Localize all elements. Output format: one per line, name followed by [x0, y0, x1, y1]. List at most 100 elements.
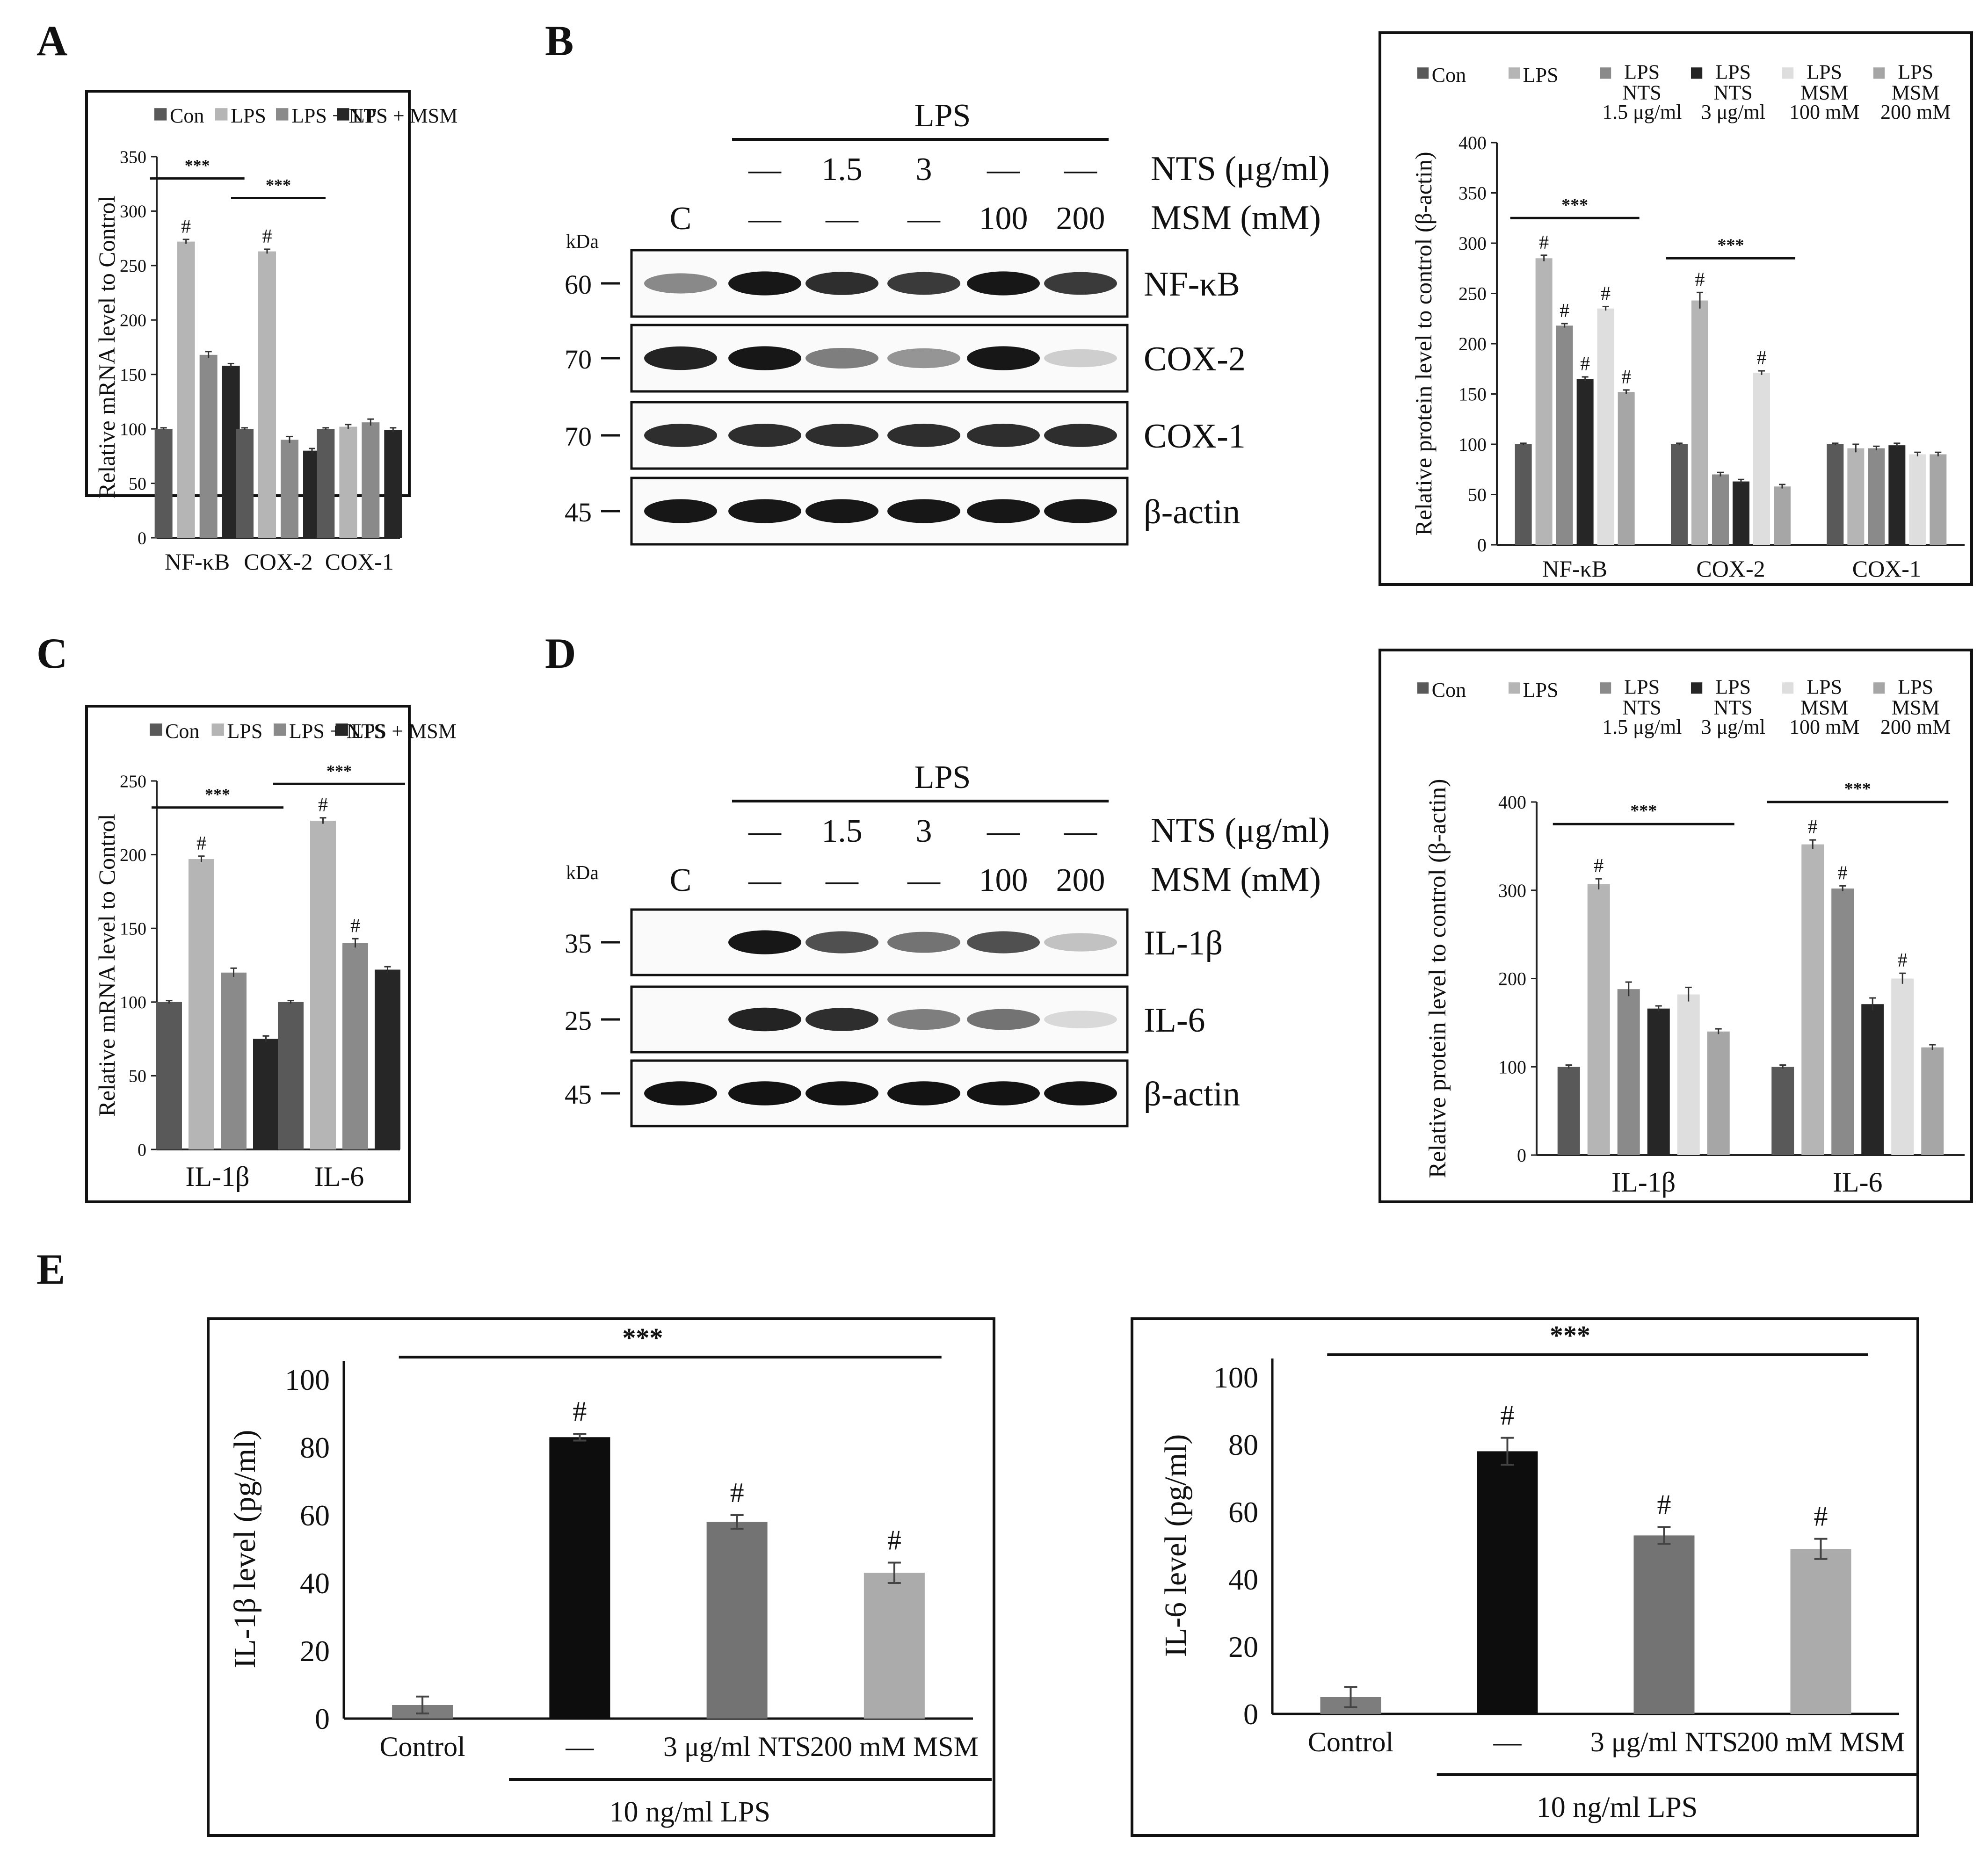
lps-header: LPS: [914, 98, 971, 134]
significance-hash: #: [1501, 1400, 1515, 1431]
legend-swatch: [274, 723, 286, 736]
protein-band: [805, 348, 878, 369]
legend-label: LPS: [1898, 60, 1933, 83]
panel-label: C: [36, 629, 67, 677]
msm-dose: —: [907, 201, 941, 237]
legend-label: 1.5 μg/ml: [1602, 101, 1682, 123]
y-tick-label: 100: [1213, 1361, 1258, 1394]
bar: [384, 430, 402, 538]
bar: [156, 1002, 182, 1149]
bar: [1617, 989, 1640, 1155]
bar: [1477, 1451, 1538, 1714]
legend-label: LPS + MSM: [352, 104, 457, 127]
legend-label: MSM: [1800, 696, 1849, 719]
protein-band: [887, 1081, 960, 1106]
protein-band: [887, 932, 960, 953]
bar: [258, 251, 276, 538]
bar: [1671, 444, 1688, 545]
bar: [1888, 445, 1906, 545]
legend-label: LPS: [231, 104, 266, 127]
msm-dose: C: [670, 201, 692, 237]
legend-label: MSM: [1892, 81, 1940, 104]
y-tick-label: 250: [120, 772, 146, 791]
bar: [1861, 1004, 1884, 1155]
nts-dose: —: [987, 152, 1020, 188]
protein-band: [967, 424, 1040, 447]
category-label: Control: [1308, 1727, 1393, 1757]
significance-stars: ***: [1844, 779, 1871, 799]
msm-dose: —: [825, 201, 859, 237]
significance-hash: #: [318, 795, 328, 816]
category-label: —: [1493, 1727, 1522, 1757]
y-tick-label: 250: [1458, 283, 1487, 304]
band-label: COX-2: [1144, 340, 1246, 378]
lps-header: LPS: [914, 759, 971, 795]
panel-frame: [1379, 31, 1973, 586]
category-label: 3 μg/ml NTS: [1590, 1727, 1738, 1757]
bar: [1515, 444, 1532, 545]
bar: [1556, 325, 1573, 545]
bar: [154, 429, 173, 538]
legend-label: 200 mM: [1880, 715, 1951, 738]
bar: [1827, 444, 1844, 545]
legend-swatch: [1691, 67, 1703, 79]
category-label: NF-κB: [165, 549, 230, 575]
significance-hash: #: [181, 216, 191, 238]
significance-hash: #: [1898, 950, 1908, 971]
protein-band: [887, 424, 960, 447]
legend-label: LPS: [1624, 60, 1660, 83]
bar: [1647, 1008, 1670, 1155]
significance-hash: #: [730, 1477, 744, 1508]
protein-band: [967, 931, 1040, 954]
significance-stars: ***: [326, 761, 352, 780]
nts-dose: 1.5: [821, 152, 863, 188]
legend-label: 1.5 μg/ml: [1602, 715, 1682, 738]
msm-dose: —: [907, 862, 941, 898]
msm-dose: —: [748, 201, 782, 237]
band-label: NF-κB: [1144, 265, 1240, 303]
bar: [375, 969, 400, 1149]
protein-band: [728, 346, 801, 370]
bar: [1707, 1031, 1730, 1155]
legend-swatch: [1417, 67, 1429, 79]
y-axis-label: Relative mRNA level to Control: [94, 814, 120, 1116]
bar: [1801, 844, 1824, 1155]
significance-stars: ***: [205, 785, 230, 804]
y-tick-label: 200: [120, 845, 146, 865]
y-tick-label: 20: [1228, 1630, 1258, 1663]
kda-marker: 70: [565, 421, 592, 452]
significance-hash: #: [196, 833, 206, 854]
panel-label: E: [36, 1245, 65, 1293]
protein-band: [1044, 1011, 1117, 1028]
nts-dose: —: [1064, 152, 1097, 188]
panel-frame: [85, 705, 411, 1203]
category-label: 3 μg/ml NTS: [663, 1731, 811, 1762]
kda-marker: 45: [565, 1079, 592, 1110]
significance-hash: #: [1580, 354, 1590, 375]
protein-band: [644, 1081, 717, 1106]
kda-label: kDa: [566, 231, 599, 253]
msm-dose: —: [825, 862, 859, 898]
significance-hash: #: [350, 915, 360, 937]
bar: [1576, 379, 1594, 545]
legend-label: LPS: [1715, 675, 1751, 698]
y-tick-label: 50: [129, 474, 146, 494]
y-tick-label: 100: [1498, 1056, 1526, 1077]
legend-label: NTS: [1623, 81, 1662, 104]
y-tick-label: 100: [285, 1363, 330, 1396]
y-tick-label: 100: [1458, 434, 1487, 455]
protein-band: [1044, 424, 1117, 447]
bar: [1868, 448, 1885, 545]
band-label: IL-6: [1144, 1001, 1205, 1040]
bar: [1771, 1067, 1794, 1155]
msm-dose: 200: [1056, 201, 1105, 237]
protein-band: [644, 499, 717, 523]
legend-label: NTS: [1714, 81, 1753, 104]
y-tick-label: 100: [120, 419, 146, 439]
nts-dose: 3: [916, 813, 932, 849]
nts-label: NTS (μg/ml): [1151, 150, 1330, 188]
